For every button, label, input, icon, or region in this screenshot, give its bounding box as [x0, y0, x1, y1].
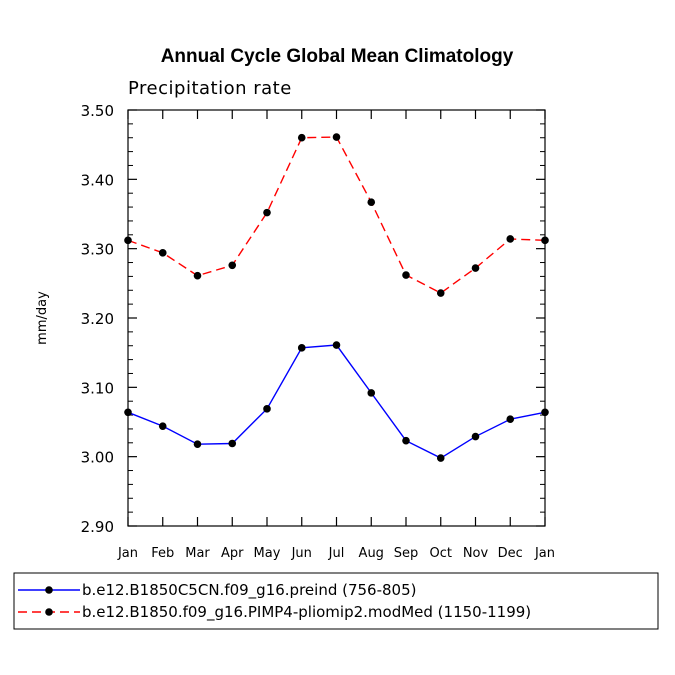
- data-point: [471, 432, 480, 441]
- data-point: [158, 249, 167, 257]
- y-tick-label: 3.20: [81, 310, 114, 328]
- y-tick-label: 3.40: [81, 171, 114, 189]
- data-point: [367, 389, 376, 397]
- x-tick-label: Aug: [359, 546, 384, 561]
- y-tick-label: 3.10: [81, 379, 114, 397]
- data-point: [506, 415, 515, 424]
- legend-marker: [45, 586, 53, 594]
- x-tick-label: Feb: [151, 546, 174, 561]
- x-tick-label: Jul: [328, 546, 345, 561]
- data-point: [436, 454, 445, 462]
- legend-box: [13, 572, 659, 630]
- plot-frame: [127, 109, 546, 527]
- x-tick-label: Sep: [394, 546, 419, 561]
- x-tick-label: Jun: [291, 546, 312, 561]
- data-point: [332, 133, 341, 141]
- data-point: [124, 236, 132, 245]
- x-tick-label: Dec: [498, 546, 523, 561]
- x-tick-label: Mar: [185, 546, 210, 561]
- series-line-1: [127, 344, 546, 459]
- data-point: [158, 422, 167, 430]
- legend-label-2: b.e12.B1850.f09_g16.PIMP4-pliomip2.modMe…: [82, 603, 531, 622]
- data-point: [228, 439, 237, 448]
- data-point: [297, 133, 306, 142]
- data-point: [332, 341, 341, 349]
- data-point: [402, 436, 410, 445]
- x-tick-label: Apr: [221, 546, 244, 561]
- data-point: [193, 271, 202, 280]
- legend-label-1: b.e12.B1850C5CN.f09_g16.preind (756-805): [82, 581, 417, 600]
- y-tick-label: 3.00: [81, 449, 114, 467]
- x-tick-label: Jan: [117, 546, 138, 561]
- data-point: [193, 440, 202, 448]
- x-tick-label: Oct: [430, 546, 452, 561]
- x-tick-label: Jan: [534, 546, 555, 561]
- chart-title: Annual Cycle Global Mean Climatology: [161, 46, 514, 67]
- y-tick-label: 2.90: [81, 518, 114, 536]
- data-point: [541, 408, 549, 417]
- data-point: [506, 235, 515, 243]
- data-point: [263, 405, 271, 413]
- y-tick-label: 3.50: [81, 102, 114, 120]
- x-tick-label: May: [254, 546, 281, 561]
- data-point: [367, 198, 376, 207]
- chart-subtitle: Precipitation rate: [128, 78, 292, 99]
- data-point: [228, 261, 237, 270]
- data-point: [471, 264, 480, 272]
- y-tick-label: 3.30: [81, 241, 114, 259]
- data-point: [297, 344, 306, 352]
- legend-marker: [45, 608, 53, 616]
- data-point: [263, 208, 271, 217]
- data-point: [124, 408, 132, 417]
- data-point: [402, 271, 410, 279]
- y-axis-label: mm/day: [35, 291, 50, 345]
- x-tick-label: Nov: [463, 546, 489, 561]
- data-point: [541, 236, 549, 245]
- data-point: [436, 289, 445, 297]
- series-line-2: [127, 136, 546, 294]
